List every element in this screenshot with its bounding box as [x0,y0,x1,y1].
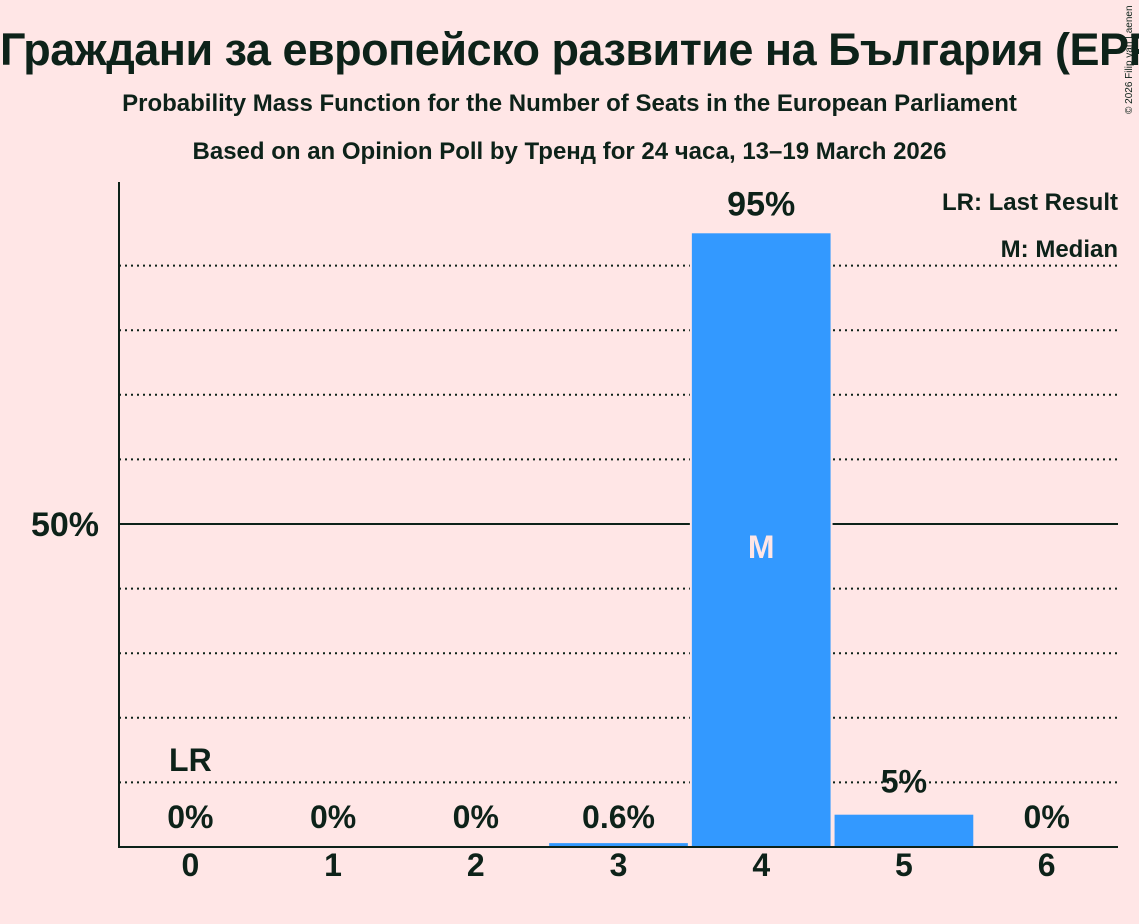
value-labels: 0% LR 0% 0% 0.6% 95% M 5% 0% [167,185,1070,835]
chart-title: Граждани за европейско развитие на Бълга… [0,24,1139,75]
legend-last-result: LR: Last Result [942,189,1118,216]
value-label: 0% [167,799,213,835]
x-tick-label: 1 [324,847,342,883]
bars [547,233,976,848]
x-tick-label: 2 [467,847,485,883]
value-label: 5% [881,764,927,800]
value-label: 95% [727,185,795,223]
x-tick-label: 4 [752,847,770,883]
bar-3 [549,843,688,847]
bar-4 [691,233,831,848]
y-tick-label: 50% [31,506,99,544]
axes: 50% 0 1 2 3 4 5 6 [31,182,1118,883]
x-tick-label: 5 [895,847,913,883]
value-label: 0.6% [582,799,655,835]
legend-median: M: Median [1001,236,1118,263]
value-label: 0% [310,799,356,835]
value-label: 0% [453,799,499,835]
last-result-marker: LR [169,742,212,778]
bar-5 [834,814,974,847]
chart-subtitle: Probability Mass Function for the Number… [122,90,1017,117]
chart-source-line: Based on an Opinion Poll by Тренд for 24… [192,138,947,165]
x-tick-label: 6 [1038,847,1056,883]
x-tick-label: 0 [181,847,199,883]
value-label: 0% [1024,799,1070,835]
median-marker: M [748,529,775,565]
x-tick-label: 3 [610,847,628,883]
gridlines [119,264,1118,784]
